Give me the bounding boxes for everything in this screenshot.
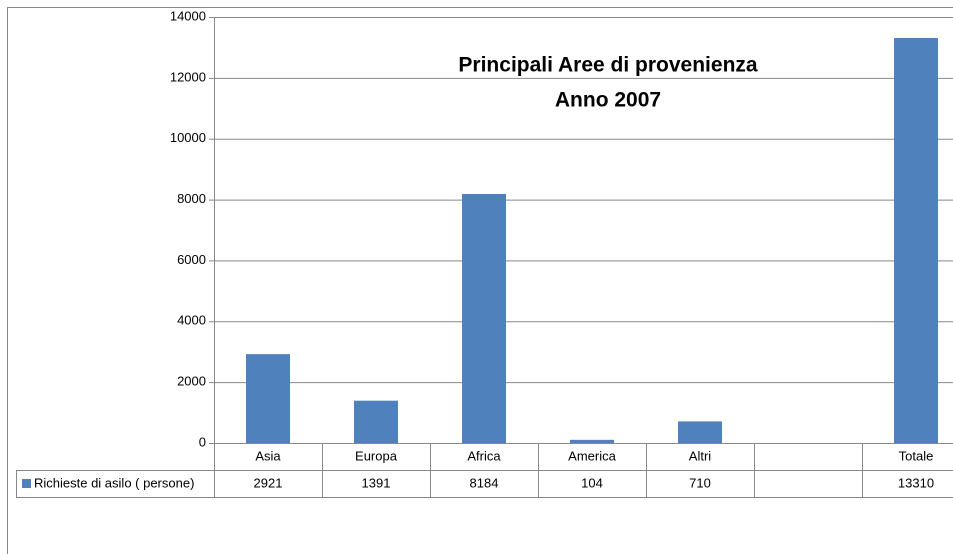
x-tick-label: Africa [467,448,501,463]
chart-title: Principali Aree di provenienza [458,54,757,77]
bar [462,193,506,443]
bar [570,439,614,443]
table-value: 710 [689,475,711,490]
x-tick-label: Altri [689,448,712,463]
y-tick-label: 4000 [177,313,206,328]
table-value: 2921 [254,475,283,490]
legend-label: Richieste di asilo ( persone) [34,475,194,490]
table-value: 13310 [898,475,934,490]
x-tick-label: Asia [255,448,281,463]
table-value: 104 [581,475,603,490]
bar [246,354,290,443]
table-value: 8184 [470,475,499,490]
y-tick-label: 8000 [177,191,206,206]
table-value: 1391 [362,475,391,490]
x-tick-label: America [568,448,616,463]
x-tick-label: Totale [899,448,934,463]
chart-subtitle: Anno 2007 [555,89,661,112]
y-tick-label: 2000 [177,374,206,389]
y-tick-label: 12000 [170,69,206,84]
bar [678,421,722,443]
y-tick-label: 10000 [170,130,206,145]
bar [354,400,398,443]
bar [894,37,938,443]
y-tick-label: 6000 [177,252,206,267]
y-tick-label: 14000 [170,8,206,23]
legend-swatch [22,479,31,488]
x-tick-label: Europa [355,448,398,463]
y-tick-label: 0 [199,434,206,449]
